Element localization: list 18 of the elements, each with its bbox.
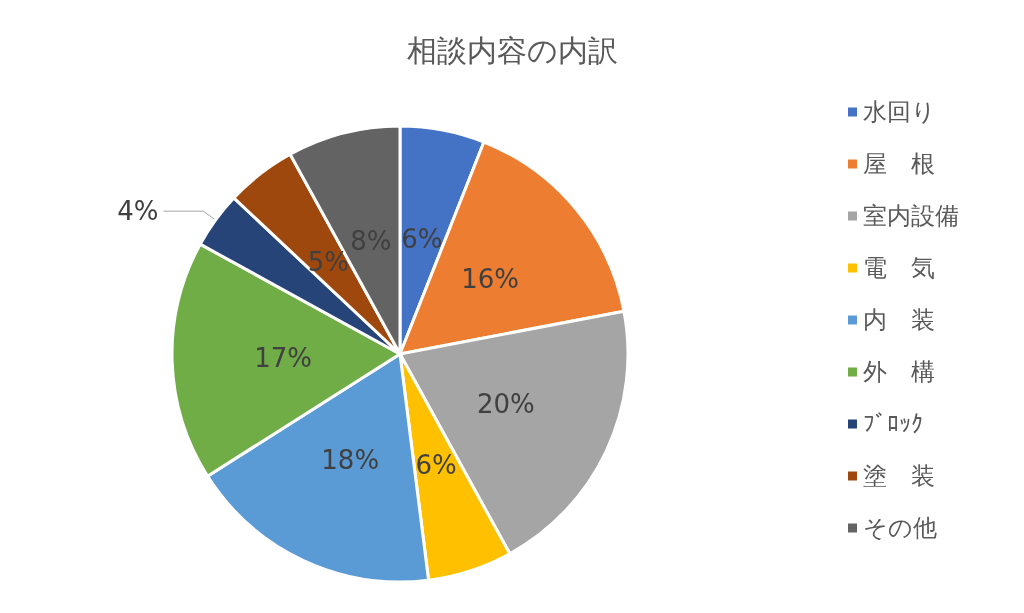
data-label: 6% [401,224,443,255]
data-label: 4% [117,196,159,227]
data-label: 17% [254,342,312,373]
data-label: 18% [321,444,380,475]
chart-title: 相談内容の内訳 [406,32,618,68]
data-label: 20% [476,388,535,419]
data-label: 5% [307,246,349,277]
legend-label: 内 装 [863,306,935,334]
legend-label: 屋 根 [863,150,935,178]
legend-label: 水回り [863,98,936,126]
legend-label: その他 [863,514,937,542]
data-label: 16% [461,264,520,295]
data-label: 6% [415,450,457,481]
legend-label: ﾌﾞﾛｯｸ [863,410,923,438]
legend-label: 室内設備 [863,202,959,230]
legend-label: 電 気 [863,254,935,282]
legend-label: 外 構 [863,358,935,386]
legend-label: 塗 装 [863,462,935,490]
